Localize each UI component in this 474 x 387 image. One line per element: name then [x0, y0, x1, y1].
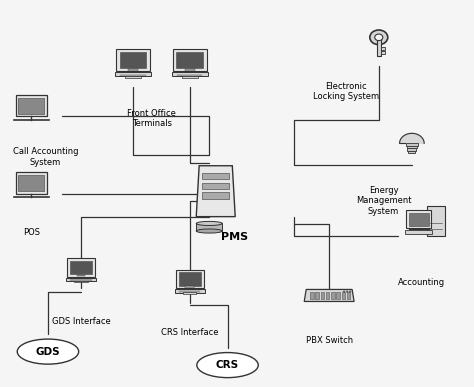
- FancyBboxPatch shape: [202, 192, 229, 199]
- Text: Call Accounting
System: Call Accounting System: [13, 147, 78, 167]
- Circle shape: [346, 291, 348, 292]
- Ellipse shape: [196, 221, 222, 226]
- FancyBboxPatch shape: [176, 52, 203, 68]
- Ellipse shape: [197, 353, 258, 378]
- FancyBboxPatch shape: [202, 173, 229, 180]
- FancyBboxPatch shape: [125, 76, 141, 78]
- FancyBboxPatch shape: [409, 213, 429, 226]
- Circle shape: [370, 30, 388, 45]
- FancyBboxPatch shape: [174, 289, 205, 293]
- Text: POS: POS: [23, 228, 40, 237]
- Text: Electronic
Locking System: Electronic Locking System: [313, 82, 379, 101]
- Ellipse shape: [196, 229, 222, 233]
- FancyBboxPatch shape: [74, 281, 88, 282]
- Text: Front Office
Terminals: Front Office Terminals: [128, 109, 176, 128]
- FancyBboxPatch shape: [202, 183, 229, 189]
- FancyBboxPatch shape: [381, 51, 385, 54]
- FancyBboxPatch shape: [16, 173, 47, 194]
- FancyBboxPatch shape: [70, 261, 92, 274]
- FancyBboxPatch shape: [116, 49, 150, 71]
- Circle shape: [349, 291, 351, 292]
- FancyBboxPatch shape: [347, 293, 350, 299]
- FancyBboxPatch shape: [427, 206, 445, 236]
- FancyBboxPatch shape: [18, 175, 45, 192]
- Text: Accounting: Accounting: [398, 278, 445, 287]
- Polygon shape: [304, 289, 354, 301]
- Text: CRS: CRS: [216, 360, 239, 370]
- FancyBboxPatch shape: [67, 258, 95, 277]
- FancyBboxPatch shape: [179, 272, 201, 286]
- FancyBboxPatch shape: [196, 223, 222, 231]
- FancyBboxPatch shape: [407, 146, 417, 148]
- FancyBboxPatch shape: [377, 39, 381, 56]
- Polygon shape: [400, 134, 424, 143]
- Text: PBX Switch: PBX Switch: [306, 336, 353, 345]
- FancyBboxPatch shape: [321, 293, 324, 299]
- FancyBboxPatch shape: [406, 143, 418, 146]
- FancyBboxPatch shape: [173, 49, 207, 71]
- FancyBboxPatch shape: [185, 286, 194, 288]
- FancyBboxPatch shape: [185, 69, 195, 71]
- Text: GDS: GDS: [36, 347, 60, 356]
- FancyBboxPatch shape: [342, 293, 345, 299]
- FancyBboxPatch shape: [120, 52, 146, 68]
- FancyBboxPatch shape: [406, 210, 431, 228]
- FancyBboxPatch shape: [408, 151, 415, 153]
- FancyBboxPatch shape: [115, 72, 151, 76]
- Circle shape: [375, 34, 383, 41]
- Text: GDS Interface: GDS Interface: [52, 317, 110, 326]
- FancyBboxPatch shape: [183, 292, 196, 294]
- Text: Energy
Management
System: Energy Management System: [356, 186, 411, 216]
- FancyBboxPatch shape: [331, 293, 335, 299]
- FancyBboxPatch shape: [407, 148, 416, 151]
- Polygon shape: [196, 166, 235, 217]
- FancyBboxPatch shape: [16, 95, 47, 116]
- Text: PMS: PMS: [221, 232, 248, 242]
- FancyBboxPatch shape: [18, 98, 45, 114]
- FancyBboxPatch shape: [77, 275, 85, 276]
- FancyBboxPatch shape: [128, 69, 138, 71]
- FancyBboxPatch shape: [326, 293, 329, 299]
- FancyBboxPatch shape: [310, 293, 314, 299]
- Circle shape: [343, 291, 345, 292]
- Text: CRS Interface: CRS Interface: [161, 329, 219, 337]
- FancyBboxPatch shape: [405, 230, 432, 234]
- FancyBboxPatch shape: [315, 293, 319, 299]
- FancyBboxPatch shape: [172, 72, 208, 76]
- FancyBboxPatch shape: [337, 293, 340, 299]
- Ellipse shape: [17, 339, 79, 364]
- FancyBboxPatch shape: [182, 76, 198, 78]
- FancyBboxPatch shape: [175, 270, 204, 288]
- FancyBboxPatch shape: [66, 277, 96, 281]
- FancyBboxPatch shape: [381, 47, 385, 50]
